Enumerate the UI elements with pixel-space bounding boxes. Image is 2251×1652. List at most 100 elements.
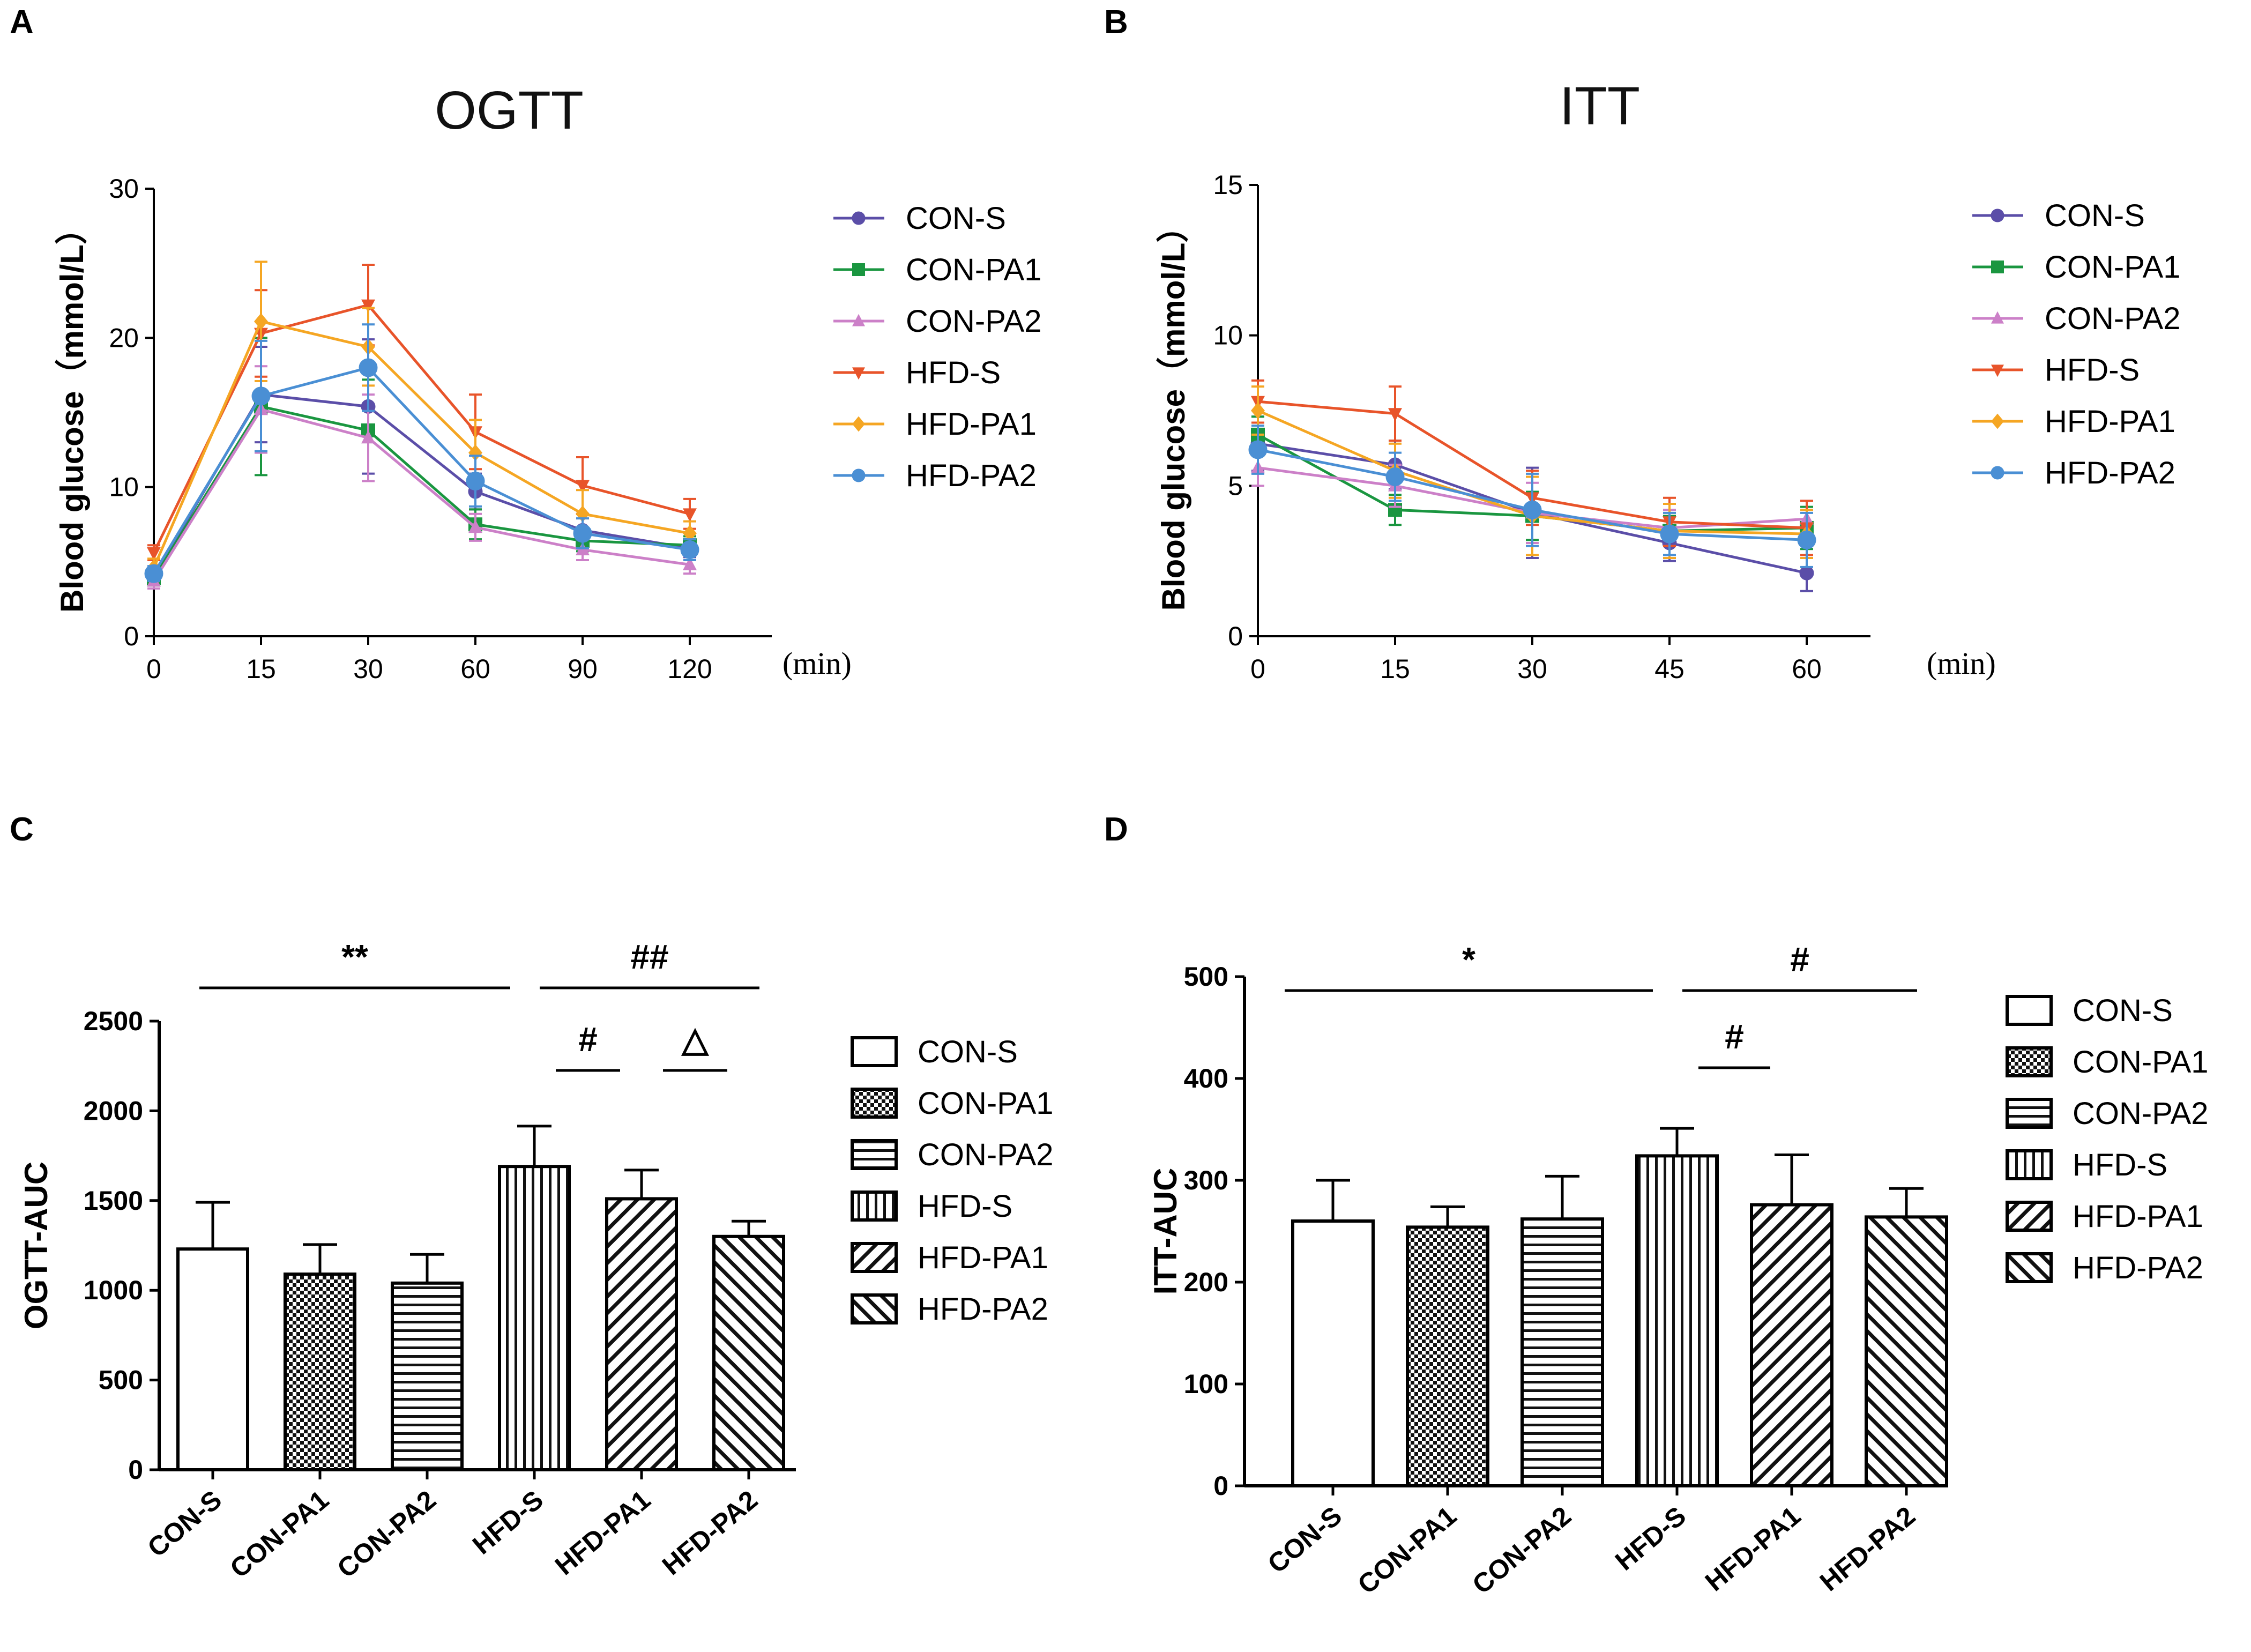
chart-c-sig-label: ** (341, 937, 368, 976)
chart-a-point-hfd-pa2 (359, 358, 378, 377)
chart-b-title: ITT (1560, 76, 1640, 136)
chart-b-legend-label: CON-PA2 (2045, 301, 2181, 336)
chart-d-bar-hfd-pa2 (1865, 1215, 1948, 1487)
chart-d-legend-swatch (2006, 995, 2053, 1026)
chart-a-point-hfd-pa1 (468, 444, 482, 462)
chart-a-line-con-pa2 (152, 408, 690, 582)
chart-b-xtick-label: 0 (1250, 654, 1265, 684)
chart-c-xtick-label: CON-S (142, 1485, 227, 1563)
chart-d-xtick-label: HFD-S (1609, 1501, 1691, 1576)
chart-a-line-con-s (152, 393, 690, 577)
chart-c-legend-swatch (851, 1088, 898, 1119)
chart-c-ytick-label: 2000 (84, 1096, 143, 1126)
chart-c-legend-label: CON-PA2 (918, 1137, 1054, 1172)
chart-b-legend-label: CON-S (2045, 198, 2145, 233)
chart-b-xtick-label: 30 (1517, 654, 1547, 684)
chart-b-legend-marker (1991, 261, 2004, 273)
chart-b-ytick-label: 10 (1213, 321, 1243, 351)
chart-a-legend-marker (852, 367, 865, 380)
chart-a-point-con-pa2 (468, 519, 482, 533)
chart-c-legend-swatch (851, 1190, 898, 1222)
chart-c-xtick-label: HFD-PA2 (657, 1485, 763, 1581)
chart-d-legend-swatch (2006, 1201, 2053, 1232)
chart-c-legend-label: HFD-PA2 (918, 1292, 1048, 1327)
chart-d-bar-hfd-s (1635, 1154, 1719, 1487)
chart-c-sig-label: △ (681, 1020, 709, 1059)
chart-a-legend-label: CON-S (906, 201, 1006, 236)
chart-d-legend-swatch (2006, 1046, 2053, 1077)
chart-a-xtick-label: 90 (568, 654, 598, 684)
chart-a-x-unit: (min) (782, 646, 852, 681)
chart-b-ytick-label: 5 (1228, 471, 1243, 501)
chart-c-legend-label: CON-PA1 (918, 1086, 1054, 1121)
chart-d-legend-swatch (2006, 1149, 2053, 1180)
chart-c-legend-label: HFD-S (918, 1189, 1012, 1224)
chart-b-x-unit: (min) (1927, 646, 1996, 681)
chart-a-legend-label: HFD-S (906, 355, 1001, 390)
chart-b-legend-marker (1991, 466, 2004, 480)
chart-b-ytick-label: 0 (1228, 621, 1243, 651)
chart-d-ytick-label: 0 (1213, 1471, 1228, 1501)
chart-c-xtick-label: CON-PA2 (332, 1485, 442, 1584)
chart-b-point-hfd-s (1388, 408, 1402, 421)
chart-b-legend-marker (1991, 311, 2004, 324)
chart-c-bar-hfd-pa2 (712, 1234, 785, 1471)
chart-c-legend-swatch (851, 1242, 898, 1273)
chart-b-point-hfd-pa1 (1251, 402, 1265, 419)
chart-a-xtick-label: 15 (246, 654, 276, 684)
chart-a-point-con-pa2 (683, 557, 697, 570)
chart-a-legend-label: HFD-PA1 (906, 407, 1037, 442)
chart-b-xtick-label: 15 (1380, 654, 1410, 684)
chart-d-bar-con-pa1 (1406, 1225, 1489, 1487)
chart-c-legend-label: CON-S (918, 1035, 1018, 1069)
chart-a-point-hfd-pa1 (683, 525, 697, 542)
chart-d-legend-swatch (2006, 1098, 2053, 1129)
chart-c-ytick-label: 0 (128, 1455, 143, 1485)
chart-a-ytick-label: 30 (109, 174, 139, 204)
chart-b-ytick-label: 15 (1213, 170, 1243, 200)
chart-c-bar-hfd-pa1 (605, 1197, 678, 1471)
chart-a-ytick-label: 10 (109, 472, 139, 502)
chart-d-xtick-label: CON-S (1262, 1501, 1347, 1579)
chart-a-series-hfd-pa2 (144, 323, 699, 583)
chart-d-sig-label: # (1725, 1017, 1744, 1056)
chart-c-bar-con-pa2 (391, 1281, 464, 1472)
chart-d-xtick-label: HFD-PA1 (1700, 1501, 1806, 1597)
chart-c-bar-con-s (176, 1247, 249, 1472)
chart-a-point-hfd-pa2 (466, 472, 485, 491)
chart-a-ytick-label: 0 (124, 621, 139, 651)
chart-c-xtick-label: CON-PA1 (225, 1485, 335, 1584)
chart-c-y-label: OGTT-AUC (18, 1162, 54, 1329)
chart-d-sig-label: # (1790, 940, 1809, 979)
chart-a-ogtt: OGTT 0 10 20 30 0 15 30 60 90 120 (min) Blood glucos… (54, 80, 1042, 684)
chart-d-legend-label: CON-PA1 (2073, 1045, 2209, 1080)
chart-d-sig-label: * (1462, 940, 1475, 979)
chart-c-legend-swatch (851, 1036, 898, 1067)
chart-c-legend-swatch (851, 1293, 898, 1324)
chart-d-xtick-label: CON-PA1 (1352, 1501, 1463, 1600)
chart-a-legend-marker (852, 314, 865, 326)
chart-c-sig-label: # (578, 1020, 598, 1059)
panel-label-b: B (1104, 4, 1128, 41)
chart-a-ytick-label: 20 (109, 323, 139, 353)
chart-a-point-hfd-s (361, 299, 375, 313)
chart-a-xtick-label: 60 (460, 654, 490, 684)
chart-b-xtick-label: 45 (1654, 654, 1684, 684)
chart-a-legend-label: CON-PA1 (906, 252, 1042, 287)
chart-a-line-con-pa1 (152, 405, 690, 579)
chart-a-y-label: Blood glucose（mmol/L） (54, 212, 90, 613)
chart-a-point-hfd-pa2 (680, 540, 699, 560)
chart-c-bar-con-pa1 (284, 1273, 356, 1472)
chart-d-bar-hfd-pa1 (1750, 1203, 1833, 1488)
chart-d-legend-label: HFD-S (2073, 1148, 2167, 1182)
chart-c-xtick-label: HFD-PA1 (549, 1485, 656, 1581)
panel-label-c: C (10, 811, 34, 848)
chart-a-legend-marker (852, 468, 866, 482)
chart-b-point-hfd-pa2 (1797, 530, 1816, 549)
chart-a-legend-marker (852, 263, 865, 276)
chart-b-legend-label: CON-PA1 (2045, 250, 2181, 285)
chart-a-legend-marker (852, 211, 866, 225)
chart-b-legend-label: HFD-PA1 (2045, 404, 2175, 439)
chart-b-legend-marker (1991, 209, 2004, 222)
